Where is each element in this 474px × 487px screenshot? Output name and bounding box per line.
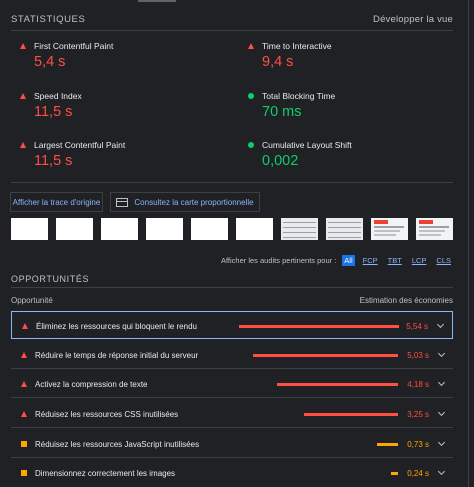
- opportunity-label: Éliminez les ressources qui bloquent le …: [36, 322, 197, 331]
- fail-triangle-icon: [21, 352, 27, 358]
- metric-label: Speed Index: [34, 91, 82, 101]
- metric-value: 70 ms: [262, 104, 302, 120]
- filmstrip-frame: [56, 218, 93, 240]
- view-treemap-button[interactable]: Consultez la carte proportionnelle: [110, 192, 260, 212]
- filmstrip-frame: [371, 218, 408, 240]
- chevron-down-icon[interactable]: [437, 408, 446, 417]
- filmstrip-frame: [416, 218, 453, 240]
- average-square-icon: [21, 441, 27, 447]
- metric-tti: Time to Interactive 9,4 s: [239, 41, 439, 81]
- savings-value: 0,24 s: [407, 469, 429, 478]
- opportunity-row[interactable]: Dimensionnez correctement les images 0,2…: [11, 459, 453, 487]
- metric-value: 11,5 s: [34, 104, 73, 120]
- opportunity-label: Activez la compression de texte: [35, 380, 148, 389]
- fail-triangle-icon: [22, 323, 28, 329]
- fail-triangle-icon: [20, 43, 26, 49]
- savings-value: 3,25 s: [407, 410, 429, 419]
- filmstrip-frame: [281, 218, 318, 240]
- savings-value: 5,03 s: [407, 351, 429, 360]
- filmstrip-frame: [326, 218, 363, 240]
- metrics-header: STATISTIQUES Développer la vue: [11, 12, 453, 26]
- chevron-down-icon[interactable]: [437, 378, 446, 387]
- savings-bar: [391, 472, 398, 475]
- opportunity-row[interactable]: Réduisez les ressources JavaScript inuti…: [11, 430, 453, 458]
- metric-tbt: Total Blocking Time 70 ms: [239, 91, 439, 131]
- filter-label: Afficher les audits pertinents pour :: [220, 255, 337, 265]
- expand-view-link[interactable]: Développer la vue: [373, 13, 453, 25]
- opportunity-label: Réduire le temps de réponse initial du s…: [35, 351, 199, 360]
- fail-triangle-icon: [20, 93, 26, 99]
- chevron-down-icon[interactable]: [437, 438, 446, 447]
- divider: [11, 30, 453, 31]
- savings-value: 0,73 s: [407, 440, 429, 449]
- metric-fcp: First Contentful Paint 5,4 s: [11, 41, 211, 81]
- filmstrip-frame: [191, 218, 228, 240]
- filter-chip-lcp[interactable]: LCP: [411, 255, 427, 265]
- filter-chip-fcp[interactable]: FCP: [362, 255, 378, 265]
- col-opportunity: Opportunité: [11, 296, 53, 305]
- fail-triangle-icon: [248, 43, 254, 49]
- pass-circle-icon: [248, 142, 254, 148]
- opportunities-column-header: Opportunité Estimation des économies: [11, 296, 453, 305]
- savings-bar: [304, 413, 398, 416]
- filmstrip-frame: [101, 218, 138, 240]
- filmstrip-frame: [11, 218, 48, 240]
- fail-triangle-icon: [21, 381, 27, 387]
- treemap-icon: [116, 197, 129, 207]
- filter-chip-cls[interactable]: CLS: [436, 255, 451, 265]
- metric-label: Cumulative Layout Shift: [262, 140, 352, 150]
- average-square-icon: [21, 470, 27, 476]
- filter-chip-tbt[interactable]: TBT: [387, 255, 402, 265]
- metric-lcp: Largest Contentful Paint 11,5 s: [11, 140, 211, 180]
- pass-circle-icon: [248, 93, 254, 99]
- savings-bar: [239, 325, 399, 328]
- scrollbar[interactable]: [466, 0, 474, 487]
- divider: [11, 287, 453, 288]
- filmstrip-frame: [146, 218, 183, 240]
- opportunities-title: OPPORTUNITÉS: [11, 274, 90, 284]
- fail-triangle-icon: [21, 411, 27, 417]
- filter-chip-all[interactable]: All: [342, 254, 355, 266]
- metric-label: First Contentful Paint: [34, 41, 114, 51]
- view-trace-label: Afficher la trace d'origine: [12, 197, 101, 207]
- opportunity-row[interactable]: Éliminez les ressources qui bloquent le …: [11, 311, 453, 339]
- opportunity-label: Réduisez les ressources CSS inutilisées: [35, 410, 179, 419]
- view-treemap-label: Consultez la carte proportionnelle: [134, 197, 254, 207]
- opportunity-label: Dimensionnez correctement les images: [35, 469, 176, 478]
- metric-label: Largest Contentful Paint: [34, 140, 126, 150]
- col-savings: Estimation des économies: [359, 296, 453, 305]
- savings-bar: [277, 383, 398, 386]
- savings-value: 5,54 s: [406, 322, 428, 331]
- filmstrip-frame: [236, 218, 273, 240]
- opportunity-row[interactable]: Réduire le temps de réponse initial du s…: [11, 341, 453, 369]
- view-trace-button[interactable]: Afficher la trace d'origine: [10, 192, 103, 212]
- metric-cls: Cumulative Layout Shift 0,002: [239, 140, 439, 180]
- metric-label: Total Blocking Time: [262, 91, 336, 101]
- audit-filter: Afficher les audits pertinents pour : Al…: [221, 254, 453, 266]
- section-title: STATISTIQUES: [11, 13, 86, 25]
- divider: [11, 182, 453, 183]
- metric-speed-index: Speed Index 11,5 s: [11, 91, 211, 131]
- metric-value: 0,002: [262, 153, 299, 169]
- chevron-down-icon[interactable]: [436, 320, 445, 329]
- savings-bar: [253, 354, 398, 357]
- fail-triangle-icon: [20, 142, 26, 148]
- metric-value: 11,5 s: [34, 153, 73, 169]
- opportunity-row[interactable]: Réduisez les ressources CSS inutilisées …: [11, 400, 453, 428]
- metric-value: 5,4 s: [34, 54, 66, 70]
- chevron-down-icon[interactable]: [437, 349, 446, 358]
- savings-value: 4,18 s: [407, 380, 429, 389]
- opportunity-label: Réduisez les ressources JavaScript inuti…: [35, 440, 200, 449]
- tab-indicator: [138, 0, 176, 2]
- opportunity-row[interactable]: Activez la compression de texte 4,18 s: [11, 370, 453, 398]
- chevron-down-icon[interactable]: [437, 467, 446, 476]
- metric-value: 9,4 s: [262, 54, 294, 70]
- savings-bar: [377, 443, 398, 446]
- metric-label: Time to Interactive: [262, 41, 332, 51]
